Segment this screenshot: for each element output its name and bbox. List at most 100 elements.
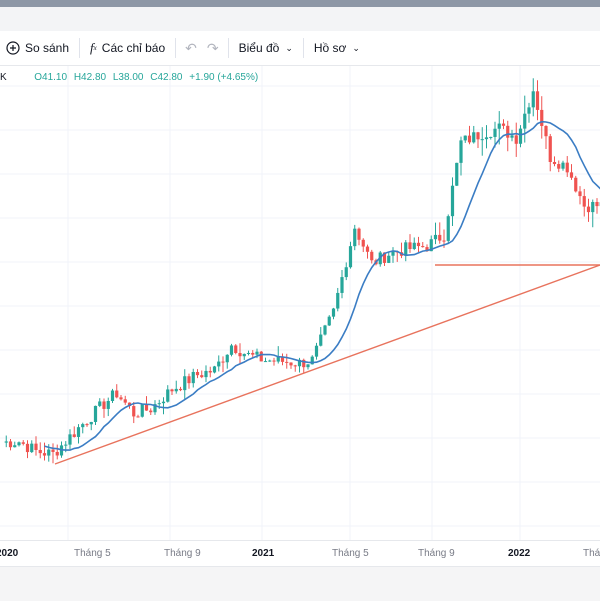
candle-body xyxy=(272,361,275,362)
chevron-down-icon: ⌄ xyxy=(285,43,293,54)
candle-body xyxy=(22,442,25,444)
candle-body xyxy=(578,191,581,196)
candle-body xyxy=(196,372,199,375)
price-chart[interactable] xyxy=(0,66,600,540)
candle-body xyxy=(26,444,29,452)
candle-body xyxy=(417,243,420,246)
candle-body xyxy=(162,402,165,403)
candle-body xyxy=(234,345,237,353)
candle-body xyxy=(591,202,594,212)
candle-body xyxy=(90,422,93,424)
candle-body xyxy=(323,325,326,334)
toolbar-divider xyxy=(228,38,229,58)
candle-body xyxy=(111,391,114,401)
candle-body xyxy=(124,399,127,402)
candle-body xyxy=(315,346,318,357)
candle-body xyxy=(119,397,122,399)
x-tick-label: 2020 xyxy=(0,548,18,559)
candle-body xyxy=(145,404,148,410)
candle-body xyxy=(434,235,437,239)
candle-body xyxy=(149,411,152,413)
candle-body xyxy=(98,401,101,405)
candle-body xyxy=(289,363,292,366)
candle-body xyxy=(345,267,348,277)
candle-body xyxy=(209,371,212,373)
chevron-down-icon: ⌄ xyxy=(352,43,360,54)
candle-body xyxy=(319,335,322,346)
candle-body xyxy=(47,450,50,456)
candle-body xyxy=(404,242,407,255)
candle-body xyxy=(557,164,560,169)
candle-body xyxy=(132,406,135,416)
candle-body xyxy=(192,372,195,383)
compare-button[interactable]: So sánh xyxy=(0,31,75,65)
candle-body xyxy=(523,114,526,129)
candle-body xyxy=(255,352,258,355)
candle-body xyxy=(362,240,365,247)
candle-body xyxy=(587,207,590,213)
candle-body xyxy=(336,293,339,309)
ohlc-legend: K O41.10 H42.80 L38.00 C42.80 +1.90 (+4.… xyxy=(0,72,258,83)
candle-body xyxy=(170,389,173,391)
candle-body xyxy=(136,416,139,417)
candle-body xyxy=(260,352,263,362)
candle-body xyxy=(213,366,216,372)
candle-body xyxy=(476,132,479,139)
candle-body xyxy=(447,216,450,241)
candle-body xyxy=(179,389,182,390)
high-value: H42.80 xyxy=(74,72,106,83)
candle-body xyxy=(553,162,556,164)
candle-body xyxy=(183,376,186,390)
candle-body xyxy=(493,129,496,137)
candle-body xyxy=(13,445,16,447)
x-tick-label: Tháng 9 xyxy=(164,548,201,559)
candle-body xyxy=(544,126,547,136)
candle-body xyxy=(472,132,475,142)
candle-body xyxy=(574,178,577,192)
candle-body xyxy=(583,196,586,207)
candle-body xyxy=(251,353,254,355)
candle-body xyxy=(264,361,267,362)
candle-body xyxy=(527,107,530,113)
candle-body xyxy=(204,371,207,377)
plus-circle-icon xyxy=(6,41,20,55)
candle-body xyxy=(94,406,97,422)
candle-body xyxy=(226,355,229,362)
profile-dropdown[interactable]: Hồ sơ ⌄ xyxy=(308,31,366,65)
toolbar-divider xyxy=(79,38,80,58)
redo-icon[interactable]: ↷ xyxy=(202,40,224,57)
window-title-area xyxy=(0,7,600,31)
profile-label: Hồ sơ xyxy=(314,41,347,55)
candle-body xyxy=(17,442,20,445)
candle-body xyxy=(247,353,250,354)
candle-body xyxy=(332,309,335,317)
candle-body xyxy=(34,444,37,450)
x-tick-label: Tháng 5 xyxy=(332,548,369,559)
candle-body xyxy=(107,401,110,409)
moving-average-line xyxy=(45,122,600,450)
candle-body xyxy=(421,246,424,247)
x-tick-label: Tháng xyxy=(583,548,600,559)
candle-body xyxy=(455,163,458,186)
candle-body xyxy=(243,354,246,356)
candle-body xyxy=(353,229,356,246)
candle-body xyxy=(451,186,454,216)
close-value: C42.80 xyxy=(150,72,182,83)
candle-body xyxy=(158,403,161,404)
candle-body xyxy=(510,135,513,137)
undo-icon[interactable]: ↶ xyxy=(180,40,202,57)
candle-body xyxy=(5,441,8,442)
candle-body xyxy=(413,243,416,249)
candle-body xyxy=(328,317,331,326)
candle-body xyxy=(306,364,309,367)
change-value: +1.90 (+4.65%) xyxy=(189,72,258,83)
candle-body xyxy=(549,136,552,162)
candle-body xyxy=(481,139,484,140)
chart-type-dropdown[interactable]: Biểu đồ ⌄ xyxy=(233,31,299,65)
candle-body xyxy=(175,389,178,391)
candle-body xyxy=(391,251,394,255)
candle-body xyxy=(366,247,369,252)
window-top-bar xyxy=(0,0,600,7)
